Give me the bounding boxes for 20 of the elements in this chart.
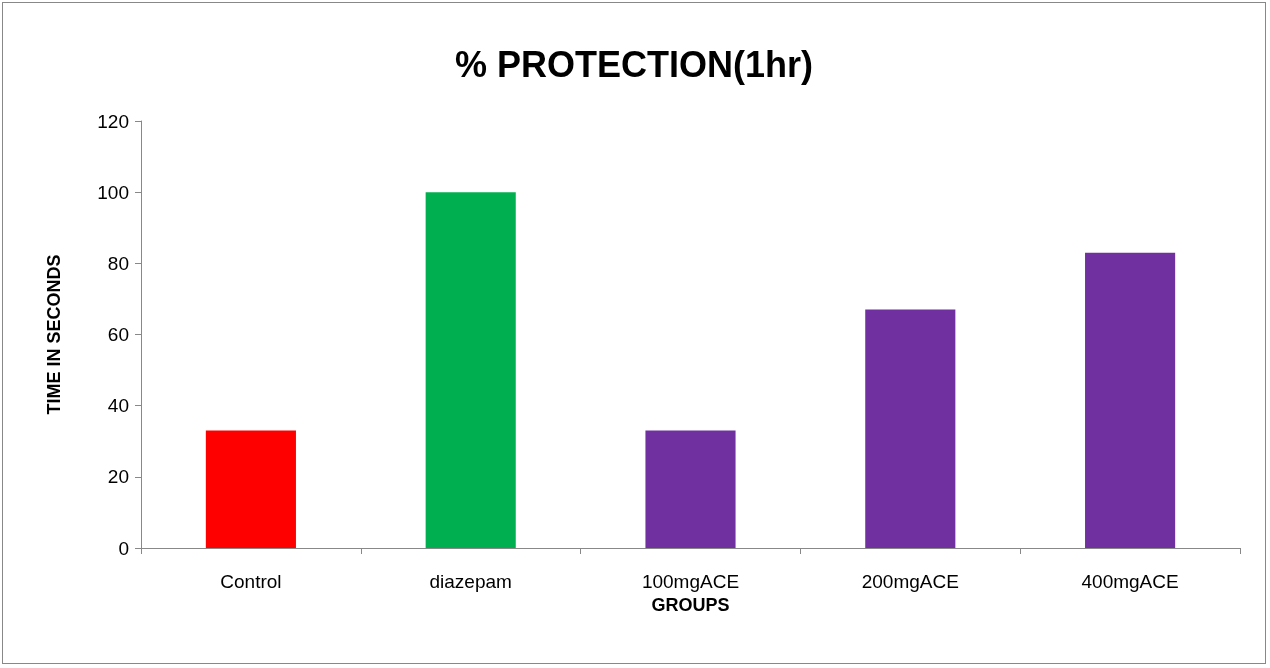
x-tick-label: 400mgACE — [1081, 571, 1179, 592]
x-axis-title: GROUPS — [651, 594, 730, 615]
y-tick-label: 40 — [107, 395, 129, 417]
bar — [425, 192, 516, 548]
y-tick-label: 80 — [107, 252, 129, 274]
y-tick-label: 20 — [107, 466, 129, 488]
y-axis-title: TIME IN SECONDS — [44, 254, 64, 415]
x-tick-label: 100mgACE — [641, 571, 740, 592]
y-tick-label: 120 — [97, 110, 129, 132]
chart-title: % PROTECTION(1hr) — [454, 43, 814, 85]
x-tick-label: 200mgACE — [861, 571, 959, 592]
bar — [1085, 252, 1176, 548]
x-tick-label: diazepam — [429, 571, 512, 592]
bar — [865, 309, 956, 548]
y-tick-label: 100 — [97, 181, 129, 203]
bar — [205, 430, 296, 548]
bar — [645, 430, 736, 548]
y-tick-label: 60 — [107, 324, 129, 345]
y-tick-label: 0 — [118, 537, 129, 559]
x-tick-label: Control — [220, 571, 282, 592]
